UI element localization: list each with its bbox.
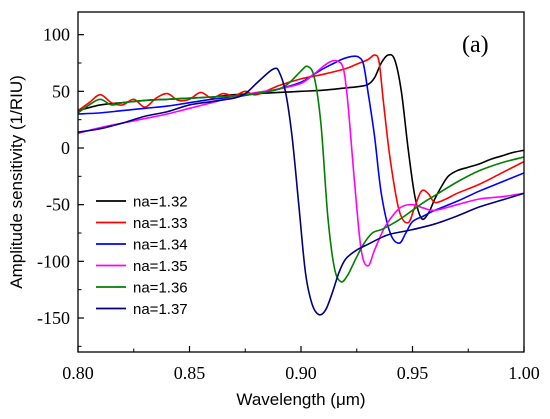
y-tick-label: 0 bbox=[61, 138, 70, 158]
y-tick-label: -100 bbox=[37, 251, 70, 271]
legend-label: na=1.34 bbox=[133, 237, 188, 254]
x-tick-label: 1.00 bbox=[508, 363, 540, 383]
axis-ticks: 0.80 0.85 0.90 0.95 1.00 100 50 0 -50 -100 -150 bbox=[37, 25, 540, 383]
legend-label: na=1.32 bbox=[133, 194, 188, 211]
panel-label: (a) bbox=[462, 32, 489, 58]
series-line-5 bbox=[78, 65, 524, 283]
x-tick-label: 0.95 bbox=[397, 363, 429, 383]
y-tick-label: -150 bbox=[37, 308, 70, 328]
series-line-3 bbox=[78, 55, 524, 244]
y-tick-label: -50 bbox=[46, 195, 70, 215]
x-tick-label: 0.85 bbox=[174, 363, 206, 383]
x-tick-label: 0.80 bbox=[62, 363, 94, 383]
series-lines bbox=[78, 53, 524, 316]
legend: na=1.32 na=1.33 na=1.34 na=1.35 na=1.36 na=1.… bbox=[96, 194, 188, 318]
x-axis-label: Wavelength (μm) bbox=[236, 390, 365, 409]
series-line-6 bbox=[78, 67, 524, 316]
legend-label: na=1.37 bbox=[133, 301, 188, 318]
y-tick-label: 50 bbox=[52, 81, 70, 101]
y-axis-label: Amplitude sensitivity (1/RIU) bbox=[7, 75, 26, 289]
legend-label: na=1.36 bbox=[133, 280, 188, 297]
series-line-4 bbox=[78, 59, 524, 267]
series-line-2 bbox=[78, 54, 524, 224]
legend-label: na=1.35 bbox=[133, 258, 188, 275]
legend-label: na=1.33 bbox=[133, 215, 188, 232]
x-tick-label: 0.90 bbox=[285, 363, 317, 383]
y-tick-label: 100 bbox=[43, 25, 70, 45]
